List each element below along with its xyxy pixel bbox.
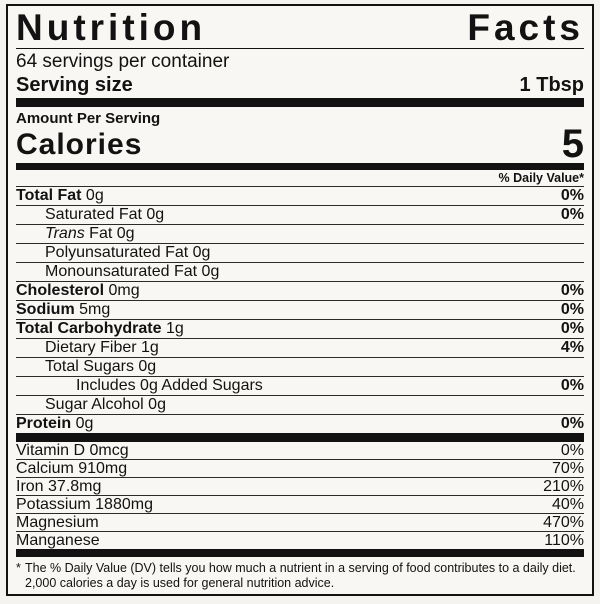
daily-value: 0% <box>560 415 584 432</box>
nutrient-row: Saturated Fat 0g 0% <box>16 205 584 224</box>
serving-size-value: 1 Tbsp <box>519 74 584 96</box>
nutrient-name: Total Sugars 0g <box>45 358 157 375</box>
micronutrient-rows-section: Vitamin D 0mcg 0% Calcium 910mg 70% Iron 37.… <box>16 442 584 549</box>
nutrient-name: Calcium 910mg <box>16 460 128 477</box>
nutrient-row: Protein 0g 0% <box>16 414 584 433</box>
nutrient-name: Sodium 5mg <box>16 301 111 318</box>
nutrient-name: Cholesterol 0mg <box>16 282 140 299</box>
calories-row: Calories 5 <box>16 122 584 166</box>
nutrient-name: Magnesium <box>16 514 99 531</box>
daily-value-header: % Daily Value* <box>498 171 584 185</box>
micronutrient-row: Iron 37.8mg 210% <box>16 477 584 495</box>
nutrient-row: Dietary Fiber 1g 4% <box>16 338 584 357</box>
daily-value: 0% <box>560 320 584 337</box>
micronutrient-row: Manganese 110% <box>16 531 584 549</box>
thick-divider-top <box>16 98 584 107</box>
nutrient-row: Trans Fat 0g <box>16 224 584 243</box>
daily-value: 210% <box>543 478 584 495</box>
nutrient-row: Includes 0g Added Sugars 0% <box>16 376 584 395</box>
nutrient-row: Monounsaturated Fat 0g <box>16 262 584 281</box>
nutrient-name: Manganese <box>16 532 100 549</box>
calories-label: Calories <box>16 128 143 161</box>
daily-value: 0% <box>560 187 584 204</box>
nutrient-name: Includes 0g Added Sugars <box>76 377 263 394</box>
nutrition-facts-label: Nutrition Facts 64 servings per containe… <box>6 4 594 596</box>
nutrient-name: Sugar Alcohol 0g <box>45 396 166 413</box>
nutrient-row: Polyunsaturated Fat 0g <box>16 243 584 262</box>
daily-value: 0% <box>560 282 584 299</box>
daily-value: 70% <box>551 460 584 477</box>
nutrient-row: Total Sugars 0g <box>16 357 584 376</box>
micronutrient-row: Vitamin D 0mcg 0% <box>16 442 584 459</box>
serving-size-label: Serving size <box>16 74 133 96</box>
nutrient-row: Total Fat 0g 0% <box>16 186 584 205</box>
nutrient-row: Cholesterol 0mg 0% <box>16 281 584 300</box>
nutrient-name: Saturated Fat 0g <box>45 206 165 223</box>
servings-per-container: 64 servings per container <box>16 51 230 72</box>
nutrient-row: Total Carbohydrate 1g 0% <box>16 319 584 338</box>
daily-value: 470% <box>543 514 584 531</box>
nutrient-name: Total Fat 0g <box>16 187 104 204</box>
label-title: Nutrition Facts <box>16 7 584 49</box>
daily-value: 0% <box>560 377 584 394</box>
micronutrient-row: Calcium 910mg 70% <box>16 459 584 477</box>
nutrient-name: Vitamin D 0mcg <box>16 442 129 459</box>
daily-value: 110% <box>544 532 584 549</box>
micronutrient-row: Potassium 1880mg 40% <box>16 495 584 513</box>
serving-size-row: Serving size 1 Tbsp <box>16 73 584 97</box>
footnote-asterisk: * <box>16 561 21 575</box>
nutrient-name: Polyunsaturated Fat 0g <box>45 244 211 261</box>
nutrient-row: Sugar Alcohol 0g <box>16 395 584 414</box>
daily-value: 0% <box>560 442 584 459</box>
nutrient-name: Trans Fat 0g <box>45 225 135 242</box>
footnote: * The % Daily Value (DV) tells you how m… <box>16 557 584 590</box>
nutrient-name: Potassium 1880mg <box>16 496 153 513</box>
daily-value: 4% <box>560 339 584 356</box>
micronutrient-row: Magnesium 470% <box>16 513 584 531</box>
nutrient-row: Sodium 5mg 0% <box>16 300 584 319</box>
nutrient-name: Total Carbohydrate 1g <box>16 320 184 337</box>
footnote-text: The % Daily Value (DV) tells you how muc… <box>25 561 576 590</box>
thick-divider-calories <box>16 163 584 170</box>
nutrient-name: Dietary Fiber 1g <box>45 339 159 356</box>
daily-value: 0% <box>560 206 584 223</box>
nutrient-name: Iron 37.8mg <box>16 478 102 495</box>
amount-per-serving-label: Amount Per Serving <box>16 110 161 127</box>
daily-value: 0% <box>560 301 584 318</box>
nutrient-rows-section: Total Fat 0g 0% Saturated Fat 0g 0% Trans Fa… <box>16 186 584 433</box>
daily-value: 40% <box>551 496 584 513</box>
thick-divider-protein <box>16 433 584 442</box>
nutrient-name: Protein 0g <box>16 415 94 432</box>
nutrient-name: Monounsaturated Fat 0g <box>45 263 220 280</box>
calories-value: 5 <box>561 122 584 166</box>
thick-divider-bottom <box>16 549 584 557</box>
